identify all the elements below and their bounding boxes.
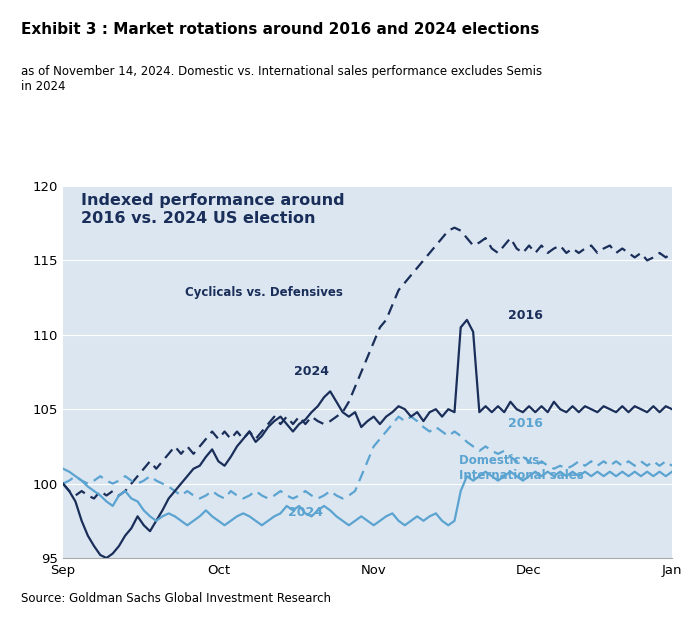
Text: Cyclicals vs. Defensives: Cyclicals vs. Defensives: [185, 286, 343, 299]
Text: as of November 14, 2024. Domestic vs. International sales performance excludes S: as of November 14, 2024. Domestic vs. In…: [21, 65, 542, 93]
Text: Exhibit 3 : Market rotations around 2016 and 2024 elections: Exhibit 3 : Market rotations around 2016…: [21, 22, 540, 37]
Text: Domestic vs.
International sales: Domestic vs. International sales: [459, 454, 584, 482]
Text: Source: Goldman Sachs Global Investment Research: Source: Goldman Sachs Global Investment …: [21, 591, 331, 604]
Text: 2016: 2016: [508, 417, 542, 430]
Text: 2024: 2024: [288, 506, 323, 519]
Text: 2024: 2024: [295, 365, 330, 378]
Text: Indexed performance around
2016 vs. 2024 US election: Indexed performance around 2016 vs. 2024…: [81, 193, 345, 226]
Text: 2016: 2016: [508, 309, 542, 322]
